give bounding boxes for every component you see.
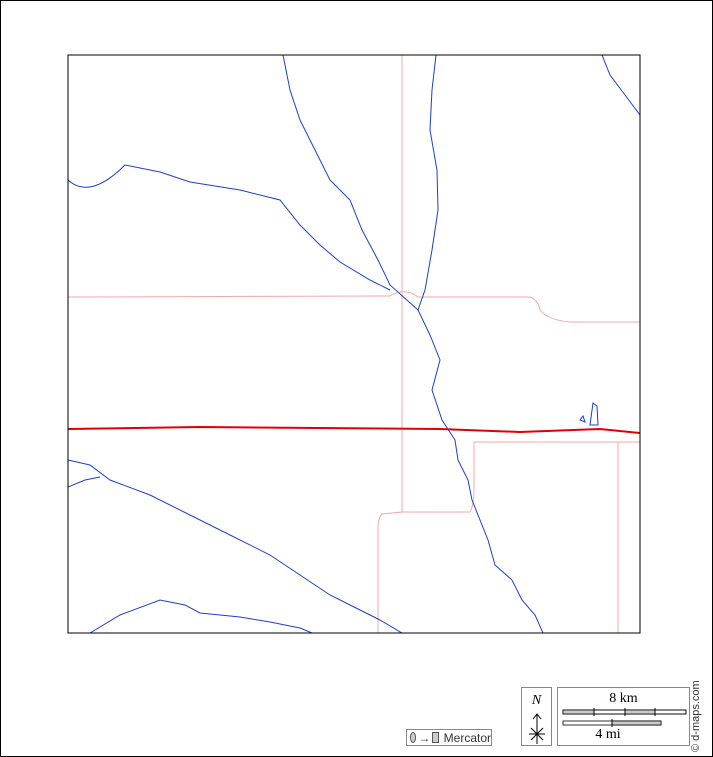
scale-bar: 8 km 4 mi <box>557 687 690 746</box>
mi-label: 4 mi <box>595 727 621 742</box>
major-road <box>68 425 640 434</box>
road-vertical <box>377 55 403 633</box>
road-horizontal <box>68 291 640 323</box>
circle-icon <box>410 732 417 743</box>
square-icon <box>432 732 439 743</box>
projection-label: Mercator <box>443 730 491 745</box>
river-south <box>89 599 313 633</box>
map-frame <box>67 54 641 634</box>
river-main <box>417 55 544 633</box>
minor-roads <box>68 55 640 633</box>
compass: N <box>521 687 552 746</box>
river-southwest-1 <box>68 459 403 633</box>
km-label: 8 km <box>609 691 638 706</box>
river-west <box>68 164 391 291</box>
scale-bars <box>562 708 687 727</box>
credit: © d-maps.com <box>690 680 702 752</box>
river-northeast <box>601 55 640 116</box>
rivers <box>68 55 640 633</box>
river-southwest-2 <box>68 476 101 488</box>
river-north <box>282 55 419 311</box>
road-south <box>402 441 640 513</box>
arrow: → <box>418 730 431 745</box>
north-label: N <box>531 693 542 708</box>
north-arrow-icon <box>529 713 545 744</box>
pond <box>579 402 599 426</box>
projection-legend: → Mercator <box>406 729 492 746</box>
